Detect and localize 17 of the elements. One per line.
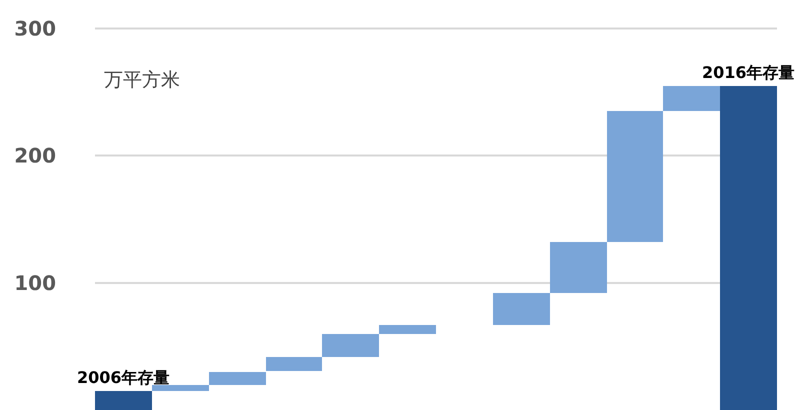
bar	[493, 293, 550, 325]
bar	[379, 325, 436, 334]
bar	[607, 111, 663, 242]
bar	[663, 86, 720, 111]
bar	[95, 391, 152, 410]
annotation: 2006年存量	[77, 368, 170, 387]
bar	[152, 385, 209, 391]
bar	[322, 334, 379, 357]
y-tick-label: 300	[14, 16, 56, 41]
bar	[209, 372, 266, 385]
bar	[266, 357, 322, 371]
bar	[550, 242, 607, 293]
annotation: 2016年存量	[702, 63, 795, 82]
bar	[720, 86, 777, 410]
y-tick-label: 100	[14, 270, 56, 295]
y-tick-label: 200	[14, 144, 56, 168]
y-axis-title: 万平方米	[104, 69, 180, 91]
